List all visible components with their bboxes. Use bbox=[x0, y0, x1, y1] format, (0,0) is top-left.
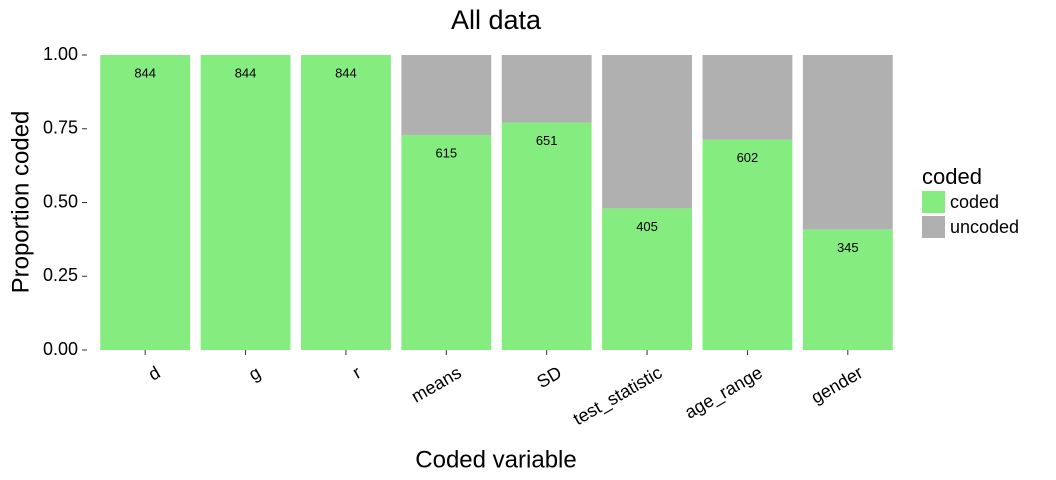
data-label: 602 bbox=[737, 150, 759, 165]
data-label: 844 bbox=[335, 65, 357, 80]
data-label: 844 bbox=[134, 65, 156, 80]
bar-segment bbox=[100, 55, 191, 350]
legend-swatch bbox=[922, 216, 945, 238]
bar-segment bbox=[602, 55, 692, 209]
data-label: 615 bbox=[435, 145, 457, 160]
y-tick-label: 1.00 bbox=[43, 44, 78, 64]
bar-segment bbox=[301, 55, 391, 350]
bar-segment bbox=[702, 139, 793, 350]
bar-segment bbox=[802, 229, 893, 350]
data-label: 844 bbox=[235, 65, 257, 80]
x-tick-label: d bbox=[145, 362, 164, 384]
data-label: 651 bbox=[536, 133, 558, 148]
x-tick-label: age_range bbox=[681, 362, 766, 423]
y-tick-label: 0.25 bbox=[43, 265, 78, 285]
x-tick-label: means bbox=[408, 362, 465, 406]
bar-segment bbox=[702, 55, 793, 140]
legend-label: uncoded bbox=[950, 217, 1019, 237]
bar-segment bbox=[802, 55, 893, 230]
x-tick-label: test_statistic bbox=[570, 362, 666, 430]
y-tick-label: 0.75 bbox=[43, 118, 78, 138]
legend-title: coded bbox=[922, 164, 982, 189]
data-label: 345 bbox=[837, 240, 859, 255]
y-tick-label: 0.50 bbox=[43, 191, 78, 211]
bar-segment bbox=[401, 134, 492, 350]
y-axis-title: Proportion coded bbox=[7, 111, 34, 294]
x-axis-title: Coded variable bbox=[415, 446, 576, 473]
bar-segment bbox=[200, 55, 291, 350]
x-tick-label: r bbox=[349, 362, 364, 382]
x-tick-label: SD bbox=[533, 362, 565, 392]
x-tick-label: g bbox=[245, 362, 264, 384]
bar-segment bbox=[501, 122, 592, 351]
bar-segment bbox=[501, 55, 592, 123]
data-label: 405 bbox=[636, 219, 658, 234]
bar-segment bbox=[401, 55, 492, 135]
legend-label: coded bbox=[950, 192, 999, 212]
legend-swatch bbox=[922, 191, 945, 213]
chart-title: All data bbox=[451, 5, 542, 35]
x-tick-label: gender bbox=[808, 362, 867, 407]
y-tick-label: 0.00 bbox=[43, 339, 78, 359]
bar-segment bbox=[602, 208, 692, 350]
